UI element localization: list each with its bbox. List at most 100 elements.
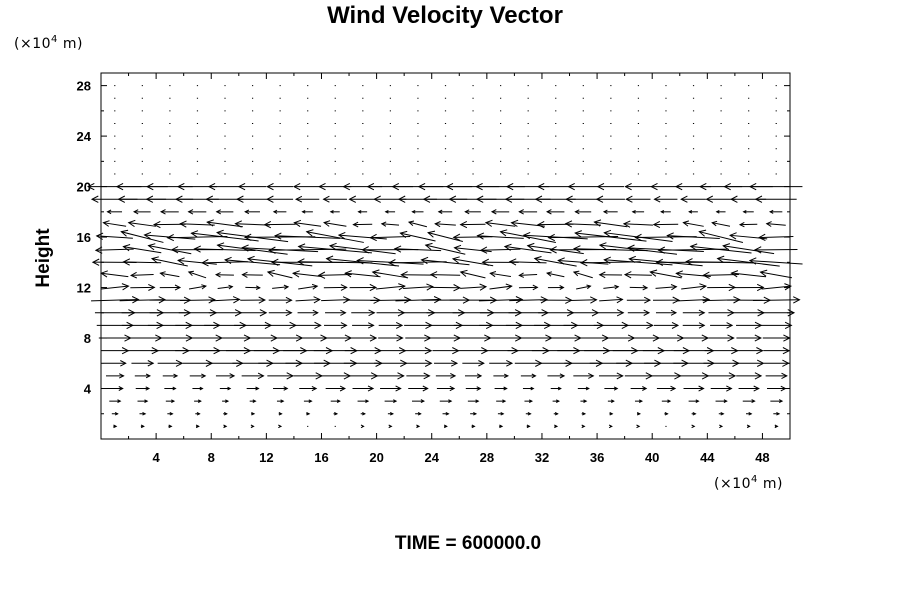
wind-vector-head (434, 221, 441, 228)
wind-vector-head (533, 256, 542, 264)
wind-vector-head (129, 271, 138, 279)
wind-vector-head (702, 271, 710, 279)
wind-vector-shaft (103, 222, 127, 227)
wind-vector-head (389, 411, 395, 416)
wind-vector-head (426, 283, 434, 291)
wind-vector (167, 411, 174, 416)
wind-vector (596, 182, 624, 191)
wind-vector-head (451, 256, 460, 264)
wind-vector-head (549, 246, 557, 254)
wind-vector (189, 373, 207, 379)
x-tick-label: 8 (208, 450, 215, 465)
wind-vector (652, 220, 679, 229)
wind-vector-head (340, 284, 348, 291)
wind-vector-head (118, 386, 124, 391)
wind-vector-head (613, 386, 619, 391)
wind-vector (321, 296, 351, 304)
wind-vector (187, 270, 207, 279)
wind-vector (187, 209, 207, 215)
wind-vector (264, 321, 297, 330)
wind-vector-head (748, 182, 757, 191)
wind-vector-head (206, 219, 214, 227)
wind-vector-head (367, 385, 375, 392)
wind-vector (434, 221, 456, 228)
wind-vector-head (449, 385, 456, 392)
wind-vector (574, 230, 647, 242)
wind-vector-head (118, 373, 125, 379)
wind-vector-head (232, 296, 241, 304)
wind-vector (736, 321, 763, 330)
wind-vector-shaft (686, 261, 757, 264)
wind-vector (241, 372, 265, 380)
wind-vector-head (420, 256, 429, 265)
wind-vector (682, 220, 704, 227)
wind-vector (103, 360, 127, 367)
wind-vector-shaft (485, 222, 516, 227)
wind-vector-head (113, 424, 118, 429)
wind-vector (467, 399, 480, 403)
wind-vector-head (150, 256, 159, 264)
wind-vector-head (91, 258, 100, 266)
wind-vector-head (301, 210, 306, 214)
wind-vector-head (534, 195, 543, 203)
y-unit-label: (×104 m) (14, 34, 83, 52)
wind-vector-shaft (101, 272, 129, 278)
wind-vector (525, 411, 532, 416)
wind-vector-shaft (144, 234, 196, 240)
wind-vector (598, 309, 625, 317)
wind-vector (216, 242, 288, 255)
wind-vector-head (792, 296, 801, 304)
wind-vector (625, 195, 651, 203)
x-tick-label: 16 (314, 450, 328, 465)
wind-vector (524, 399, 534, 403)
wind-vector-head (433, 296, 442, 304)
wind-vector-head (246, 255, 255, 264)
wind-vector-shaft (749, 260, 803, 265)
wind-vector (147, 243, 192, 255)
wind-vector-head (478, 360, 485, 367)
wind-vector-head (147, 243, 156, 251)
wind-vector (546, 271, 565, 278)
wind-vector-head (450, 359, 459, 367)
wind-vector-head (602, 209, 608, 215)
wind-vector-head (528, 399, 534, 403)
wind-vector-head (698, 385, 705, 392)
wind-vector (403, 283, 434, 291)
wind-vector-shaft (766, 223, 786, 226)
wind-vector (683, 385, 705, 392)
wind-vector-head (273, 232, 282, 240)
wind-vector-shaft (761, 285, 791, 290)
wind-vector-head (357, 210, 362, 214)
wind-vector-head (574, 230, 582, 238)
wind-vector-head (503, 386, 508, 391)
wind-vector (222, 399, 230, 403)
wind-vector-shaft (573, 271, 593, 279)
wind-vector-shaft (403, 286, 433, 289)
wind-vector (179, 220, 215, 228)
wind-vector (162, 373, 179, 379)
wind-vector-head (280, 399, 285, 403)
wind-vector-head (397, 195, 406, 203)
wind-vector-head (227, 386, 232, 391)
wind-vector (357, 210, 368, 214)
wind-vector (266, 269, 293, 279)
wind-vector-shaft (650, 271, 682, 279)
wind-vector-head (598, 242, 607, 250)
wind-vector-shaft (321, 299, 350, 302)
wind-vector-head (407, 220, 415, 226)
wind-vector-head (361, 246, 369, 254)
wind-vector-head (393, 245, 402, 253)
wind-vector (278, 424, 283, 429)
wind-vector (384, 210, 396, 214)
wind-vector-shaft (272, 286, 289, 289)
wind-vector-head (476, 232, 485, 240)
y-tick-label: 12 (77, 281, 91, 296)
wind-vector (195, 424, 200, 429)
wind-vector (378, 334, 404, 342)
wind-vector-head (754, 334, 763, 342)
wind-vector (268, 246, 347, 254)
wind-vector-head (215, 209, 222, 215)
wind-vector-shaft (603, 286, 619, 289)
x-tick-label: 48 (755, 450, 769, 465)
wind-vector-head (286, 372, 294, 380)
